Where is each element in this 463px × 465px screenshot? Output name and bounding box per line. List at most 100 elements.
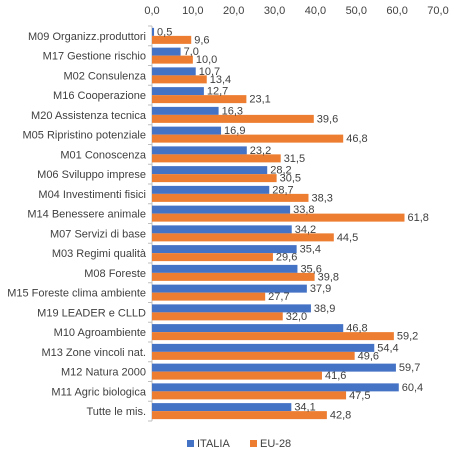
bar-italia bbox=[152, 363, 396, 372]
bar-italia bbox=[152, 284, 307, 293]
data-label-eu28: 46,8 bbox=[346, 133, 367, 145]
x-tick-label: 20,0 bbox=[223, 5, 244, 17]
bar-italia bbox=[152, 205, 291, 214]
bar-eu28 bbox=[152, 174, 277, 183]
bar-italia bbox=[152, 87, 204, 96]
x-tick-label: 10,0 bbox=[182, 5, 203, 17]
bar-italia bbox=[152, 343, 375, 352]
x-tick-label: 40,0 bbox=[305, 5, 326, 17]
bar-eu28 bbox=[152, 253, 273, 262]
category-label: M13 Zone vincoli nat. bbox=[41, 347, 146, 359]
bar-italia bbox=[152, 106, 219, 115]
data-label-eu28: 41,6 bbox=[325, 370, 346, 382]
category-label: M14 Benessere animale bbox=[27, 209, 146, 221]
data-label-italia: 60,4 bbox=[402, 382, 423, 394]
data-label-italia: 38,9 bbox=[314, 303, 335, 315]
category-label: M16 Cooperazione bbox=[53, 90, 146, 102]
data-label-eu28: 39,6 bbox=[317, 113, 338, 125]
data-label-italia: 35,6 bbox=[300, 263, 321, 275]
bar-eu28 bbox=[152, 75, 207, 84]
bar-eu28 bbox=[152, 154, 281, 163]
x-tick-label: 30,0 bbox=[264, 5, 285, 17]
bar-italia bbox=[152, 146, 247, 155]
category-label: M19 LEADER e CLLD bbox=[37, 307, 146, 319]
data-label-eu28: 42,8 bbox=[330, 410, 351, 422]
category-label: M01 Conoscenza bbox=[60, 149, 146, 161]
x-tick-label: 60,0 bbox=[386, 5, 407, 17]
data-label-italia: 46,8 bbox=[346, 323, 367, 335]
data-labels: 0,5 9,67,010,010,713,412,7 23,1 16,3 39,6 16,… bbox=[157, 26, 429, 421]
bar-eu28 bbox=[152, 312, 283, 321]
bar-italia bbox=[152, 304, 311, 313]
legend-swatch-italia bbox=[187, 440, 194, 447]
bar-eu28 bbox=[152, 411, 327, 420]
data-label-italia: 16,9 bbox=[224, 125, 245, 137]
bar-italia bbox=[152, 403, 292, 412]
bar-italia bbox=[152, 27, 155, 36]
bar-eu28 bbox=[152, 35, 192, 44]
bar-italia bbox=[152, 67, 196, 76]
data-label-eu28: 49,6 bbox=[358, 350, 379, 362]
data-label-eu28: 29,6 bbox=[276, 252, 297, 264]
category-label: M11 Agric biologica bbox=[51, 386, 146, 398]
bar-eu28 bbox=[152, 95, 247, 104]
data-label-italia: 7,0 bbox=[184, 46, 199, 58]
data-label-italia: 35,4 bbox=[300, 244, 321, 256]
bar-eu28 bbox=[152, 371, 322, 380]
data-label-eu28: 31,5 bbox=[284, 153, 305, 165]
bar-eu28 bbox=[152, 55, 193, 64]
data-label-italia: 23,2 bbox=[250, 145, 271, 157]
bar-italia bbox=[152, 264, 298, 273]
data-label-italia: 28,2 bbox=[270, 165, 291, 177]
bar-italia bbox=[152, 245, 297, 254]
bar-italia bbox=[152, 47, 181, 56]
category-label: M08 Foreste bbox=[84, 268, 146, 280]
category-label: M17 Gestione rischio bbox=[43, 51, 146, 63]
category-label: M02 Consulenza bbox=[63, 70, 146, 82]
bar-italia bbox=[152, 185, 270, 194]
category-label: M15 Foreste clima ambiente bbox=[7, 288, 146, 300]
bar-eu28 bbox=[152, 351, 355, 360]
data-label-eu28: 30,5 bbox=[280, 173, 301, 185]
data-label-eu28: 23,1 bbox=[249, 94, 270, 106]
data-label-italia: 34,2 bbox=[295, 224, 316, 236]
category-label: M10 Agroambiente bbox=[54, 327, 146, 339]
data-label-italia: 54,4 bbox=[377, 342, 398, 354]
legend-swatch-eu28 bbox=[250, 440, 257, 447]
x-tick-label: 70,0 bbox=[427, 5, 448, 17]
data-label-eu28: 59,2 bbox=[397, 331, 418, 343]
bar-eu28 bbox=[152, 114, 314, 123]
data-label-eu28: 27,7 bbox=[268, 291, 289, 303]
bar-italia bbox=[152, 126, 222, 135]
data-label-italia: 33,8 bbox=[293, 204, 314, 216]
data-label-italia: 12,7 bbox=[207, 86, 228, 98]
bar-eu28 bbox=[152, 391, 347, 400]
category-axis: M09 Organizz.produttori M17 Gestione risc… bbox=[7, 25, 153, 422]
x-tick-label: 0,0 bbox=[144, 5, 159, 17]
bar-eu28 bbox=[152, 193, 309, 202]
data-label-italia: 34,1 bbox=[294, 402, 315, 414]
x-axis-top: 0,0 10,0 20,0 30,0 40,0 50,0 60,0 70,0 bbox=[144, 5, 448, 17]
bar-eu28 bbox=[152, 272, 315, 281]
bar-italia bbox=[152, 324, 344, 333]
legend-label-eu28: EU-28 bbox=[260, 438, 291, 450]
x-tick-label: 50,0 bbox=[346, 5, 367, 17]
data-label-eu28: 32,0 bbox=[286, 311, 307, 323]
bar-eu28 bbox=[152, 134, 344, 143]
data-label-eu28: 38,3 bbox=[311, 192, 332, 204]
bar-italia bbox=[152, 166, 268, 175]
bars bbox=[152, 27, 405, 420]
category-label: M09 Organizz.produttori bbox=[28, 31, 146, 43]
data-label-eu28: 10,0 bbox=[196, 54, 217, 66]
bar-eu28 bbox=[152, 332, 394, 341]
category-label: M04 Investimenti fisici bbox=[38, 189, 146, 201]
data-label-eu28: 13,4 bbox=[210, 74, 231, 86]
bar-italia bbox=[152, 383, 399, 392]
bar-italia bbox=[152, 225, 292, 234]
data-label-italia: 0,5 bbox=[157, 26, 172, 38]
data-label-eu28: 9,6 bbox=[194, 34, 209, 46]
data-label-italia: 28,7 bbox=[272, 184, 293, 196]
bar-eu28 bbox=[152, 233, 334, 242]
